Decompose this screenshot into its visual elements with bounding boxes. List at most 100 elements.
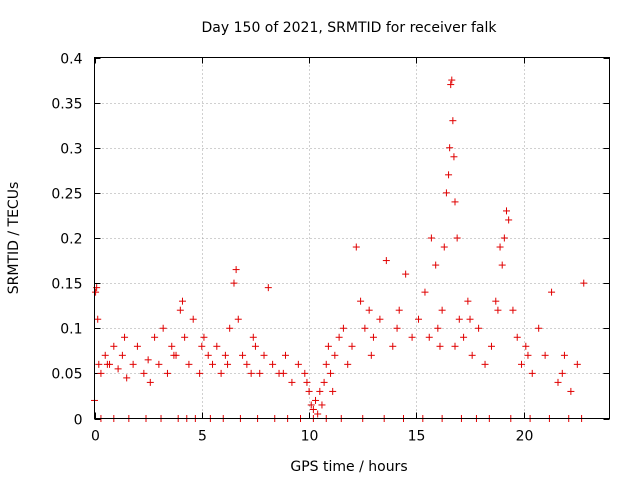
data-point <box>159 324 167 332</box>
data-point <box>455 315 463 323</box>
data-point <box>449 117 457 125</box>
data-point <box>498 261 506 269</box>
data-point <box>224 360 232 368</box>
data-point <box>432 261 440 269</box>
data-point <box>427 234 435 242</box>
data-point <box>436 342 444 350</box>
data-point <box>309 405 317 413</box>
data-point <box>395 306 403 314</box>
data-point <box>487 342 495 350</box>
x-tick-label: 5 <box>198 429 207 445</box>
data-point <box>494 306 502 314</box>
data-point <box>189 315 197 323</box>
data-point <box>196 369 204 377</box>
data-point <box>133 342 141 350</box>
data-point <box>453 234 461 242</box>
data-point <box>170 351 178 359</box>
data-point <box>335 333 343 341</box>
data-point <box>288 378 296 386</box>
chart-title: Day 150 of 2021, SRMTID for receiver fal… <box>202 20 498 36</box>
data-point <box>450 153 458 161</box>
data-point <box>446 144 454 152</box>
data-point <box>558 369 566 377</box>
data-point <box>339 324 347 332</box>
data-point <box>408 333 416 341</box>
data-point <box>185 360 193 368</box>
data-point <box>503 207 510 215</box>
data-point <box>447 81 455 89</box>
data-point <box>140 369 148 377</box>
data-point <box>118 351 126 359</box>
data-point <box>97 369 105 377</box>
data-point <box>305 387 313 395</box>
data-point <box>256 369 264 377</box>
data-point <box>573 360 581 368</box>
x-tick-label: 10 <box>301 429 319 445</box>
data-point <box>481 360 489 368</box>
data-point <box>94 315 102 323</box>
data-point <box>500 234 508 242</box>
data-point <box>312 396 320 404</box>
data-point <box>318 401 326 409</box>
data-point <box>92 288 100 296</box>
data-point <box>460 333 468 341</box>
data-point <box>357 297 365 305</box>
data-point <box>217 369 225 377</box>
data-point <box>213 342 221 350</box>
data-point <box>567 387 575 395</box>
data-point <box>468 351 476 359</box>
data-point <box>382 257 390 265</box>
y-tick-label: 0.2 <box>60 232 82 248</box>
y-tick-label: 0.05 <box>51 367 82 383</box>
data-point <box>367 351 375 359</box>
data-point <box>580 279 588 287</box>
data-points <box>91 76 588 422</box>
tick-labels: 0 5 10 15 20 0 0.05 0.1 0.15 0.2 0.25 0.3 0.35 0.4 <box>51 52 533 445</box>
data-point <box>239 351 247 359</box>
data-point <box>234 315 242 323</box>
y-tick-label: 0.4 <box>60 52 82 68</box>
data-point <box>294 360 302 368</box>
data-point <box>344 360 352 368</box>
data-point <box>369 333 377 341</box>
data-point <box>103 360 111 368</box>
data-point <box>415 315 423 323</box>
data-point <box>144 356 152 364</box>
data-point <box>316 387 324 395</box>
x-tick-label: 15 <box>408 429 426 445</box>
grid <box>94 57 610 419</box>
data-point <box>541 351 549 359</box>
data-point <box>466 315 474 323</box>
data-point <box>226 324 234 332</box>
data-point <box>518 360 526 368</box>
data-point <box>301 369 309 377</box>
data-point <box>181 333 189 341</box>
data-point <box>230 279 238 287</box>
data-point <box>269 360 277 368</box>
data-point <box>445 171 453 179</box>
y-tick-label: 0.25 <box>51 187 82 203</box>
data-point <box>110 342 118 350</box>
data-point <box>200 333 208 341</box>
data-point <box>442 189 450 197</box>
data-point <box>279 369 287 377</box>
data-point <box>327 369 335 377</box>
data-point <box>251 342 259 350</box>
data-point <box>168 342 176 350</box>
data-point <box>198 342 206 350</box>
x-axis-label: GPS time / hours <box>290 459 407 475</box>
data-point <box>440 243 448 251</box>
data-point <box>492 297 500 305</box>
data-point <box>434 324 442 332</box>
y-tick-label: 0.35 <box>51 97 82 113</box>
data-point <box>376 315 384 323</box>
axis-ticks <box>94 57 610 420</box>
data-point <box>348 342 356 350</box>
y-tick-label: 0.1 <box>60 322 82 338</box>
data-point <box>528 369 536 377</box>
data-point <box>393 324 401 332</box>
data-point <box>209 360 217 368</box>
data-point <box>95 360 103 368</box>
data-point <box>129 360 137 368</box>
data-point <box>307 401 315 409</box>
